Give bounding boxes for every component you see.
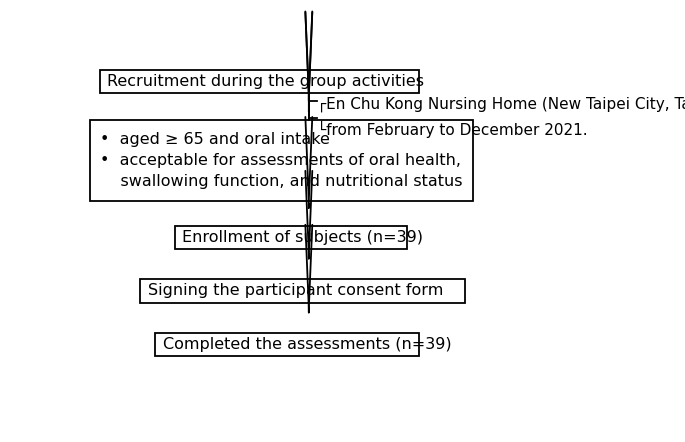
- Bar: [155, 333, 419, 356]
- Text: Completed the assessments (n=39): Completed the assessments (n=39): [163, 337, 451, 352]
- Text: Recruitment during the group activities: Recruitment during the group activities: [108, 74, 424, 89]
- Text: Signing the participant consent form: Signing the participant consent form: [148, 283, 443, 298]
- Bar: [90, 120, 473, 201]
- Bar: [175, 225, 408, 248]
- Text: ┌En Chu Kong Nursing Home (New Taipei City, Taiwan)
└from February to December 2: ┌En Chu Kong Nursing Home (New Taipei Ci…: [316, 97, 685, 138]
- Text: Enrollment of subjects (n=39): Enrollment of subjects (n=39): [182, 229, 423, 244]
- Bar: [140, 279, 465, 302]
- Bar: [99, 70, 419, 93]
- Text: •  aged ≥ 65 and oral intake
•  acceptable for assessments of oral health,
    s: • aged ≥ 65 and oral intake • acceptable…: [99, 132, 462, 189]
